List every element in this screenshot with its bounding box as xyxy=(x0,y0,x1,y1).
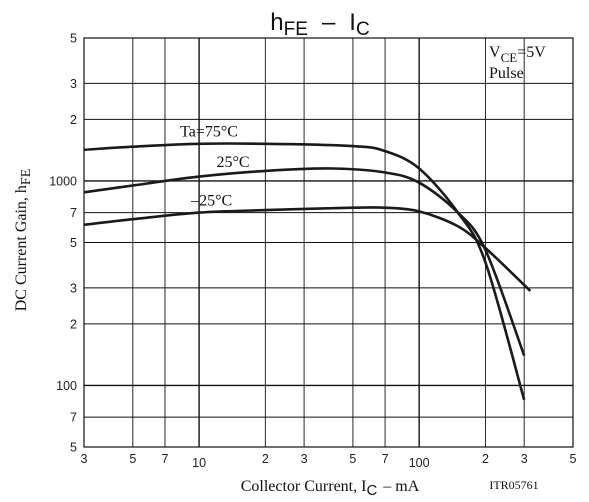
series-label: –25°C xyxy=(190,192,232,209)
x-tick-label: 10 xyxy=(192,456,206,470)
series-label: 25°C xyxy=(217,154,250,171)
series-curves: Ta=75°C 25°C –25°C xyxy=(83,124,532,401)
y-tick-label: 7 xyxy=(70,206,77,220)
series-line xyxy=(83,142,526,401)
y-tick-label: 3 xyxy=(70,77,77,91)
y-tick-label: 2 xyxy=(70,317,77,331)
y-axis-label: DC Current Gain, hFE xyxy=(13,169,34,312)
x-axis-label: Collector Current, IC – mA xyxy=(241,478,420,499)
x-tick-label: 7 xyxy=(382,452,389,466)
series-line xyxy=(83,206,532,292)
y-tick-label: 100 xyxy=(56,379,77,393)
x-tick-label: 3 xyxy=(521,452,528,466)
y-tick-label: 1000 xyxy=(49,174,77,188)
x-tick-label: 3 xyxy=(301,452,308,466)
x-tick-label: 5 xyxy=(570,452,577,466)
series-line xyxy=(83,167,526,357)
chart-title: hFE – IC xyxy=(270,9,369,40)
condition-vce: VCE=5V xyxy=(489,44,546,65)
grid xyxy=(84,38,573,447)
x-tick-label: 5 xyxy=(129,452,136,466)
y-tick-label: 3 xyxy=(70,281,77,295)
plot-frame xyxy=(83,37,574,448)
series-label: Ta=75°C xyxy=(180,124,238,141)
x-tick-label: 2 xyxy=(482,452,489,466)
y-tick-label: 7 xyxy=(70,411,77,425)
figure-code: ITR05761 xyxy=(489,478,538,492)
y-tick-label: 5 xyxy=(70,441,77,455)
x-tick-label: 100 xyxy=(409,456,430,470)
y-tick-label: 5 xyxy=(70,32,77,46)
x-tick-label: 3 xyxy=(81,452,88,466)
condition-pulse: Pulse xyxy=(489,65,524,82)
y-tick-label: 2 xyxy=(70,113,77,127)
y-tick-label: 5 xyxy=(70,236,77,250)
x-tick-label: 2 xyxy=(262,452,269,466)
x-tick-label: 5 xyxy=(349,452,356,466)
x-tick-label: 7 xyxy=(162,452,169,466)
